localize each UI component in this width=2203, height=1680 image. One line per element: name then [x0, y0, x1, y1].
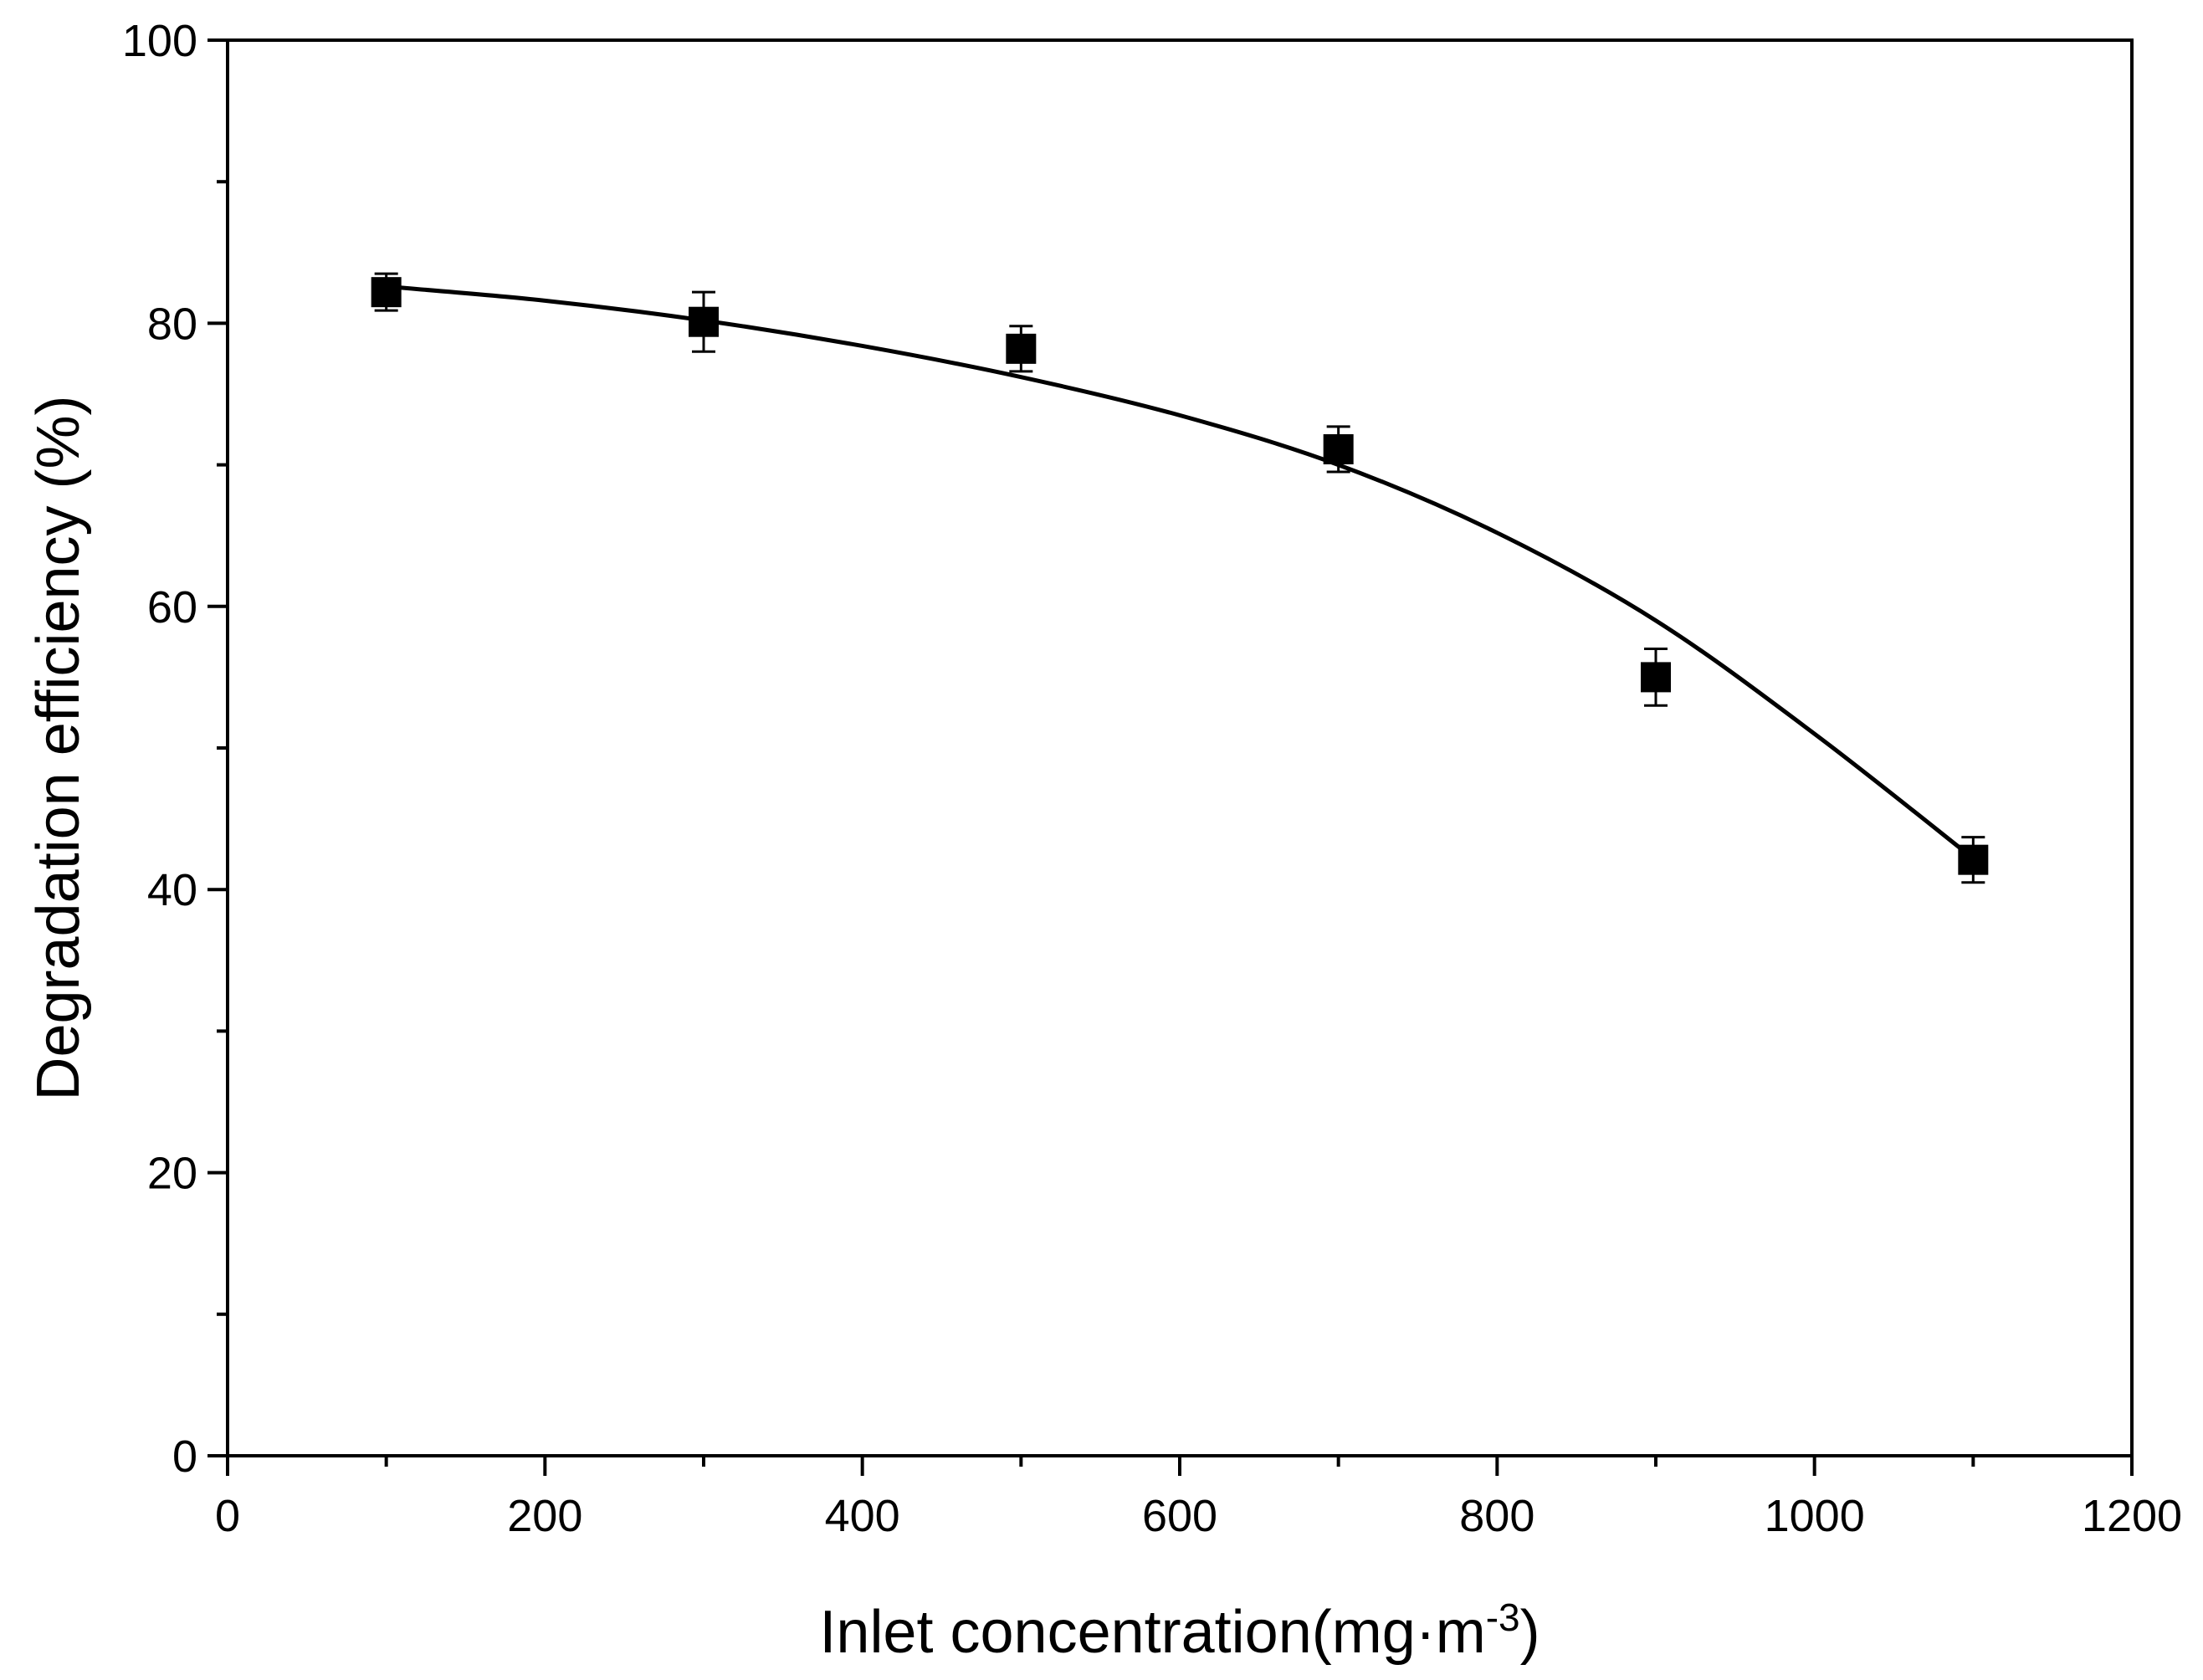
- x-tick-label: 0: [215, 1491, 240, 1541]
- y-tick-label: 60: [147, 582, 197, 633]
- x-axis-title-superscript: -3: [1486, 1595, 1520, 1639]
- y-tick-label: 0: [172, 1432, 197, 1482]
- data-points: [371, 277, 1989, 875]
- plot-frame: [226, 38, 2134, 1457]
- y-tick-label: 100: [122, 16, 197, 66]
- data-point: [689, 306, 719, 337]
- x-tick-labels: 0 200 400 600 800 1000 1200: [215, 1491, 2182, 1541]
- x-tick-label: 200: [507, 1491, 582, 1541]
- x-tick-label: 1200: [2082, 1491, 2182, 1541]
- x-axis-title-main: Inlet concentration(mg·m: [819, 1599, 1485, 1666]
- error-bars: [374, 272, 1985, 884]
- x-axis-title-close: ): [1520, 1599, 1540, 1666]
- fit-curve: [386, 284, 1975, 860]
- data-point: [371, 277, 402, 308]
- x-axis-title: Inlet concentration(mg·m-3): [819, 1595, 1540, 1666]
- x-tick-label: 1000: [1765, 1491, 1865, 1541]
- x-tick-label: 600: [1142, 1491, 1217, 1541]
- y-tick-label: 80: [147, 299, 197, 349]
- data-point: [1641, 662, 1671, 693]
- y-tick-label: 20: [147, 1149, 197, 1199]
- y-tick-labels: 0 20 40 60 80 100: [122, 16, 197, 1482]
- y-tick-label: 40: [147, 865, 197, 915]
- data-point: [1323, 433, 1354, 464]
- data-point: [1006, 333, 1037, 364]
- x-tick-label: 800: [1459, 1491, 1534, 1541]
- x-tick-label: 400: [825, 1491, 900, 1541]
- y-axis-title: Degradation efficiency (%): [25, 395, 92, 1100]
- axis-ticks: [207, 38, 2134, 1476]
- data-point: [1958, 844, 1989, 875]
